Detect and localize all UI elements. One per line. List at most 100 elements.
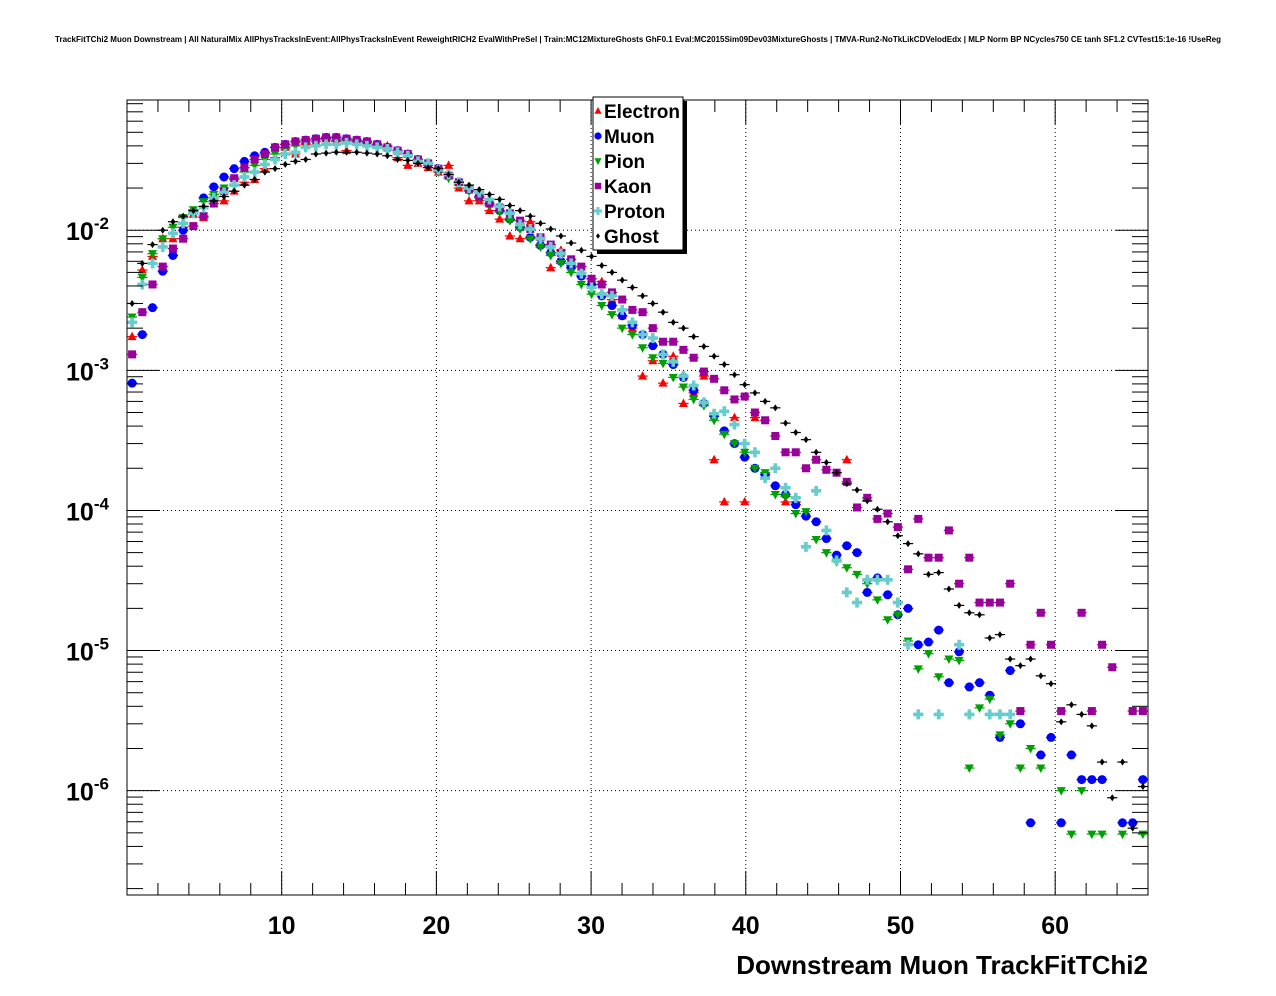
data-point-ghost	[629, 284, 635, 292]
data-point-ghost	[997, 631, 1003, 639]
data-point-ghost	[333, 148, 339, 156]
data-point-proton	[586, 282, 597, 293]
data-point-proton	[821, 525, 832, 536]
data-point-ghost	[854, 486, 860, 494]
data-point-ghost	[701, 342, 707, 350]
data-point-pion	[1097, 830, 1107, 840]
data-point-ghost	[405, 156, 411, 164]
data-point-proton	[229, 180, 240, 191]
data-point-ghost	[231, 187, 237, 195]
data-point-proton	[994, 709, 1005, 720]
data-point-proton	[790, 492, 801, 503]
data-point-proton	[157, 241, 168, 252]
data-markers	[127, 132, 1148, 840]
data-point-proton	[382, 143, 393, 154]
data-point-ghost	[793, 428, 799, 436]
data-point-pion	[1117, 830, 1127, 840]
data-point-kaon	[189, 222, 198, 231]
data-point-ghost	[1007, 655, 1013, 663]
data-point-pion	[995, 731, 1005, 740]
legend-circle-icon	[594, 132, 602, 140]
data-point-ghost	[691, 333, 697, 341]
data-point-pion	[546, 252, 556, 261]
data-point-pion	[678, 383, 688, 393]
y-tick-label: 10-4	[66, 494, 109, 526]
data-point-kaon	[638, 308, 647, 317]
data-point-muon	[1026, 818, 1036, 828]
data-point-ghost	[1028, 655, 1034, 663]
data-point-pion	[607, 311, 617, 320]
data-point-kaon	[720, 386, 729, 395]
data-point-muon	[168, 251, 178, 261]
data-point-ghost	[180, 212, 186, 220]
data-point-proton	[300, 142, 311, 153]
data-point-pion	[689, 395, 699, 405]
x-tick-label: 40	[732, 912, 760, 940]
data-point-pion	[576, 280, 586, 290]
data-point-pion	[719, 430, 729, 440]
legend-label: Pion	[604, 152, 645, 173]
data-point-kaon	[1077, 608, 1086, 617]
data-point-ghost	[415, 159, 421, 167]
data-point-proton	[637, 329, 648, 340]
data-point-ghost	[292, 157, 298, 165]
legend-item-proton: Proton	[594, 202, 665, 223]
data-point-electron	[750, 412, 760, 422]
data-point-muon	[821, 534, 831, 544]
y-tick-label: 10-3	[66, 354, 109, 386]
data-point-electron	[668, 351, 678, 360]
data-point-muon	[862, 587, 872, 597]
data-point-proton	[178, 218, 189, 229]
data-point-proton	[218, 187, 229, 198]
data-point-proton	[933, 709, 944, 720]
data-point-proton	[688, 380, 699, 391]
data-point-ghost	[476, 186, 482, 194]
data-point-muon	[883, 590, 893, 600]
y-tick-exponent: -3	[94, 354, 109, 373]
data-point-ghost	[946, 585, 952, 593]
y-tick-base: 10	[66, 639, 94, 667]
data-point-kaon	[577, 262, 586, 271]
data-point-pion	[821, 549, 831, 558]
data-point-electron	[525, 216, 535, 226]
data-point-muon	[1117, 818, 1127, 828]
data-point-proton	[290, 147, 301, 158]
data-point-proton	[259, 159, 270, 170]
data-point-muon	[1036, 750, 1046, 760]
data-point-ghost	[578, 246, 584, 254]
data-point-pion	[638, 344, 648, 353]
data-point-kaon	[801, 464, 810, 473]
data-point-ghost	[670, 318, 676, 326]
data-point-ghost	[221, 193, 227, 201]
data-point-proton	[127, 317, 138, 328]
data-point-ghost	[190, 207, 196, 215]
data-point-pion	[525, 235, 535, 244]
data-point-proton	[954, 639, 965, 650]
data-point-ghost	[660, 308, 666, 316]
data-point-proton	[749, 447, 760, 458]
data-point-pion	[199, 198, 209, 207]
data-point-kaon	[934, 553, 943, 562]
data-point-kaon	[260, 149, 269, 158]
legend-square-icon	[594, 182, 602, 190]
data-point-muon	[975, 678, 985, 688]
data-point-electron	[137, 265, 147, 274]
data-point-muon	[964, 682, 974, 692]
data-point-kaon	[128, 350, 137, 359]
data-point-ghost	[1058, 718, 1064, 726]
data-point-kaon	[240, 163, 249, 172]
data-point-ghost	[170, 218, 176, 226]
data-point-ghost	[783, 419, 789, 427]
data-point-proton	[515, 219, 526, 230]
data-point-muon	[1087, 775, 1097, 785]
legend-label: Electron	[604, 102, 680, 123]
data-point-muon	[1097, 775, 1107, 785]
data-point-kaon	[301, 136, 310, 145]
data-point-proton	[484, 194, 495, 205]
data-point-pion	[1005, 720, 1015, 729]
data-point-proton	[535, 233, 546, 244]
data-point-muon	[913, 640, 923, 650]
data-point-ghost	[538, 219, 544, 227]
data-point-muon	[1046, 732, 1056, 742]
data-point-ghost	[558, 232, 564, 240]
